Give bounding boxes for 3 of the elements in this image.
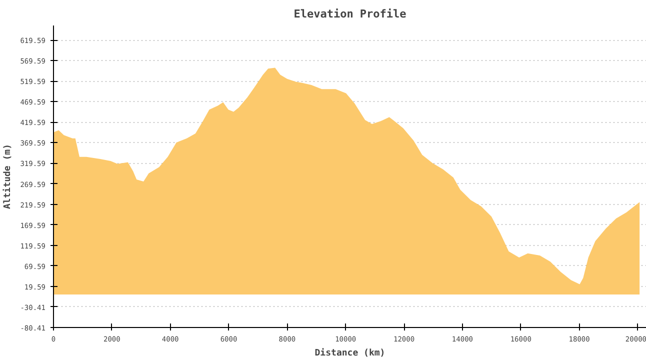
x-axis-title: Distance (km)	[314, 348, 386, 358]
y-axis-title: Altitude (m)	[2, 144, 14, 210]
chart-title: Elevation Profile	[294, 8, 407, 20]
